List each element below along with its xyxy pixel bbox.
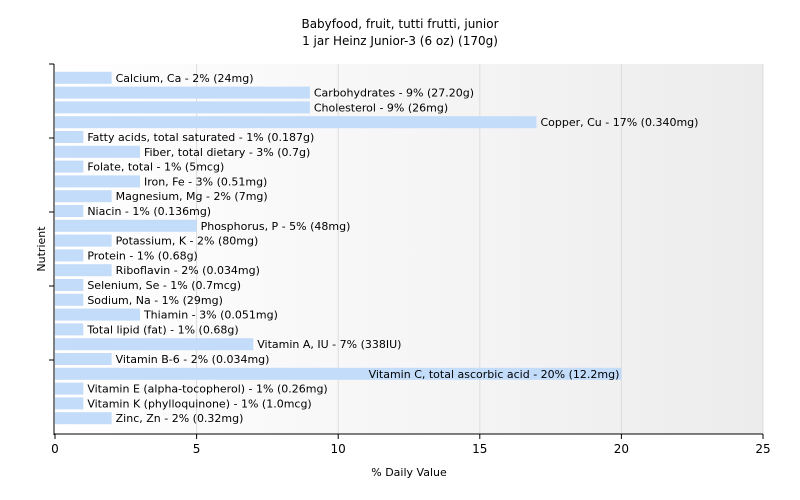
bar — [55, 160, 84, 173]
bar — [55, 116, 537, 129]
bar — [55, 293, 84, 306]
bar-label: Carbohydrates - 9% (27.20g) — [314, 87, 474, 100]
bar-label: Riboflavin - 2% (0.034mg) — [116, 264, 260, 277]
x-tick-label: 20 — [614, 442, 629, 456]
bar — [55, 190, 112, 203]
bar-label: Iron, Fe - 3% (0.51mg) — [144, 175, 267, 188]
bar — [55, 101, 310, 114]
bar-label: Cholesterol - 9% (26mg) — [314, 101, 448, 114]
bar — [55, 131, 84, 143]
bar-label: Vitamin B-6 - 2% (0.034mg) — [116, 353, 270, 366]
bar-label: Copper, Cu - 17% (0.340mg) — [540, 116, 698, 129]
bar-label: Vitamin A, IU - 7% (338IU) — [257, 338, 401, 351]
bar-label: Fiber, total dietary - 3% (0.7g) — [144, 146, 310, 159]
bar-label: Calcium, Ca - 2% (24mg) — [116, 72, 254, 85]
bar — [55, 367, 622, 380]
x-tick-label: 5 — [193, 442, 201, 456]
bar-label: Potassium, K - 2% (80mg) — [116, 235, 259, 248]
bar — [55, 323, 84, 336]
bar — [55, 279, 84, 291]
bar — [55, 219, 197, 232]
bar-label: Sodium, Na - 1% (29mg) — [87, 294, 223, 307]
bar — [55, 308, 140, 321]
x-tick-label: 25 — [755, 442, 770, 456]
bar-label: Zinc, Zn - 2% (0.32mg) — [116, 412, 244, 425]
x-axis-label: % Daily Value — [371, 466, 447, 479]
bar — [55, 71, 112, 84]
bar-label: Vitamin E (alpha-tocopherol) - 1% (0.26m… — [87, 383, 327, 396]
bar — [55, 205, 84, 217]
bar — [55, 412, 112, 425]
bar — [55, 264, 112, 277]
bar — [55, 145, 140, 158]
bar-label: Fatty acids, total saturated - 1% (0.187… — [87, 131, 314, 144]
x-tick-label: 10 — [331, 442, 346, 456]
bar-label: Niacin - 1% (0.136mg) — [87, 205, 211, 218]
bar-label: Selenium, Se - 1% (0.7mcg) — [87, 279, 241, 292]
chart-subtitle: 1 jar Heinz Junior-3 (6 oz) (170g) — [302, 34, 498, 48]
bar — [55, 382, 84, 395]
bar-label: Vitamin C, total ascorbic acid - 20% (12… — [369, 368, 620, 381]
bar — [55, 353, 112, 365]
bar-label: Total lipid (fat) - 1% (0.68g) — [86, 323, 238, 336]
y-axis-label: Nutrient — [35, 226, 48, 272]
bar-label: Magnesium, Mg - 2% (7mg) — [116, 190, 268, 203]
bar-label: Protein - 1% (0.68g) — [87, 249, 198, 262]
bar — [55, 249, 84, 262]
x-tick-label: 15 — [472, 442, 487, 456]
bar — [55, 86, 310, 99]
bar-label: Phosphorus, P - 5% (48mg) — [201, 220, 351, 233]
x-tick-label: 0 — [51, 442, 59, 456]
bar — [55, 234, 112, 247]
bar-label: Folate, total - 1% (5mcg) — [87, 161, 224, 174]
bar — [55, 397, 84, 410]
bar — [55, 175, 140, 188]
bar — [55, 338, 254, 351]
chart-title: Babyfood, fruit, tutti frutti, junior — [301, 17, 498, 31]
bar-label: Vitamin K (phylloquinone) - 1% (1.0mcg) — [87, 397, 311, 410]
bar-label: Thiamin - 3% (0.051mg) — [143, 309, 278, 322]
